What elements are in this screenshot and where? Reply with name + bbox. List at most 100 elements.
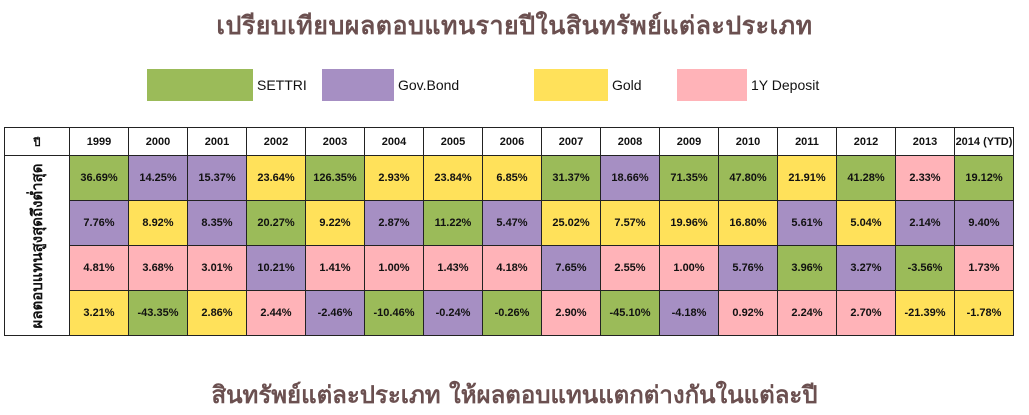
- return-cell: -2.46%: [305, 290, 365, 336]
- return-cell: 0.92%: [718, 290, 778, 336]
- return-cell: 3.21%: [69, 290, 129, 336]
- return-cell: -0.26%: [482, 290, 542, 336]
- return-cell: 2.86%: [187, 290, 247, 336]
- legend-swatch-settri: [147, 69, 253, 101]
- chart-title: เปรียบเทียบผลตอบแทนรายปีในสินทรัพย์แต่ละ…: [216, 11, 813, 40]
- year-header: 2004: [364, 127, 424, 156]
- return-cell: -3.56%: [895, 245, 955, 291]
- year-header: 2000: [128, 127, 188, 156]
- year-header: 2011: [777, 127, 837, 156]
- legend-item-settri: SETTRI: [147, 68, 307, 102]
- return-cell: 2.93%: [364, 155, 424, 201]
- return-cell: 20.27%: [246, 200, 306, 246]
- legend: SETTRI Gov.Bond Gold 1Y Deposit: [0, 68, 1029, 102]
- year-header: 2003: [305, 127, 365, 156]
- return-cell: 25.02%: [541, 200, 601, 246]
- return-cell: 5.04%: [836, 200, 896, 246]
- legend-label-gov-bond: Gov.Bond: [398, 77, 460, 93]
- return-cell: 10.21%: [246, 245, 306, 291]
- return-cell: 2.70%: [836, 290, 896, 336]
- year-header: 2001: [187, 127, 247, 156]
- year-header: 2013: [895, 127, 955, 156]
- year-header: 2010: [718, 127, 778, 156]
- return-cell: 5.47%: [482, 200, 542, 246]
- year-header: 2008: [600, 127, 660, 156]
- row-axis-label-cell: ผลตอบแทนสูงสุดถึงต่ำสุด: [4, 155, 70, 336]
- legend-swatch-gold: [534, 69, 608, 101]
- return-cell: -1.78%: [954, 290, 1014, 336]
- return-cell: 3.27%: [836, 245, 896, 291]
- return-cell: 8.35%: [187, 200, 247, 246]
- return-cell: 36.69%: [69, 155, 129, 201]
- return-cell: 1.41%: [305, 245, 365, 291]
- return-cell: 2.24%: [777, 290, 837, 336]
- row-axis-label: ผลตอบแทนสูงสุดถึงต่ำสุด: [28, 163, 46, 328]
- return-cell: -0.24%: [423, 290, 483, 336]
- return-cell: -10.46%: [364, 290, 424, 336]
- return-cell: 5.76%: [718, 245, 778, 291]
- return-cell: 2.44%: [246, 290, 306, 336]
- corner-label: ปี: [4, 127, 70, 156]
- returns-table: ปี 1999 2000 2001 2002 2003 2004 2005 2006 2007 2…: [4, 127, 1014, 336]
- return-cell: 15.37%: [187, 155, 247, 201]
- header-row: ปี 1999 2000 2001 2002 2003 2004 2005 2006 2007 2…: [4, 127, 1014, 156]
- return-cell: -21.39%: [895, 290, 955, 336]
- year-header: 2012: [836, 127, 896, 156]
- return-cell: 16.80%: [718, 200, 778, 246]
- return-cell: 2.55%: [600, 245, 660, 291]
- return-cell: 31.37%: [541, 155, 601, 201]
- return-cell: 3.68%: [128, 245, 188, 291]
- return-cell: 4.18%: [482, 245, 542, 291]
- rank-row: 4.81% 3.68% 3.01% 10.21% 1.41% 1.00% 1.43% 4.18…: [5, 245, 1014, 291]
- chart-subtitle: สินทรัพย์แต่ละประเภท ให้ผลตอบแทนแตกต่างก…: [211, 381, 818, 409]
- return-cell: 6.85%: [482, 155, 542, 201]
- return-cell: 2.14%: [895, 200, 955, 246]
- return-cell: 5.61%: [777, 200, 837, 246]
- return-cell: 126.35%: [305, 155, 365, 201]
- return-cell: 1.00%: [364, 245, 424, 291]
- return-cell: 47.80%: [718, 155, 778, 201]
- return-cell: 1.00%: [659, 245, 719, 291]
- year-header: 2014 (YTD): [954, 127, 1014, 156]
- year-header: 2007: [541, 127, 601, 156]
- rank-row: 3.21% -43.35% 2.86% 2.44% -2.46% -10.46% -0.24…: [5, 290, 1014, 336]
- year-header: 2005: [423, 127, 483, 156]
- legend-item-gold: Gold: [534, 68, 642, 102]
- return-cell: 2.87%: [364, 200, 424, 246]
- legend-label-gold: Gold: [612, 77, 642, 93]
- return-cell: 14.25%: [128, 155, 188, 201]
- return-cell: 41.28%: [836, 155, 896, 201]
- legend-item-1y-deposit: 1Y Deposit: [677, 68, 819, 102]
- rank-row: ผลตอบแทนสูงสุดถึงต่ำสุด 36.69% 14.25% 15.37…: [4, 155, 1014, 336]
- legend-label-1y-deposit: 1Y Deposit: [751, 77, 820, 93]
- return-cell: 23.64%: [246, 155, 306, 201]
- return-cell: 8.92%: [128, 200, 188, 246]
- return-cell: 7.57%: [600, 200, 660, 246]
- return-cell: 1.73%: [954, 245, 1014, 291]
- legend-label-settri: SETTRI: [257, 77, 307, 93]
- return-cell: -43.35%: [128, 290, 188, 336]
- return-cell: -45.10%: [600, 290, 660, 336]
- year-header: 2009: [659, 127, 719, 156]
- return-cell: 23.84%: [423, 155, 483, 201]
- return-cell: 2.90%: [541, 290, 601, 336]
- return-cell: 9.40%: [954, 200, 1014, 246]
- return-cell: 3.01%: [187, 245, 247, 291]
- return-cell: 21.91%: [777, 155, 837, 201]
- rank-row: 7.76% 8.92% 8.35% 20.27% 9.22% 2.87% 11.22% 5.4…: [5, 200, 1014, 246]
- return-cell: 3.96%: [777, 245, 837, 291]
- return-cell: 2.33%: [895, 155, 955, 201]
- return-cell: 19.12%: [954, 155, 1014, 201]
- year-header: 2006: [482, 127, 542, 156]
- return-cell: 7.76%: [69, 200, 129, 246]
- return-cell: 11.22%: [423, 200, 483, 246]
- return-cell: 18.66%: [600, 155, 660, 201]
- return-cell: 1.43%: [423, 245, 483, 291]
- return-cell: 19.96%: [659, 200, 719, 246]
- return-cell: 71.35%: [659, 155, 719, 201]
- return-cell: -4.18%: [659, 290, 719, 336]
- legend-swatch-1y-deposit: [677, 69, 747, 101]
- year-header: 2002: [246, 127, 306, 156]
- return-cell: 7.65%: [541, 245, 601, 291]
- year-header: 1999: [69, 127, 129, 156]
